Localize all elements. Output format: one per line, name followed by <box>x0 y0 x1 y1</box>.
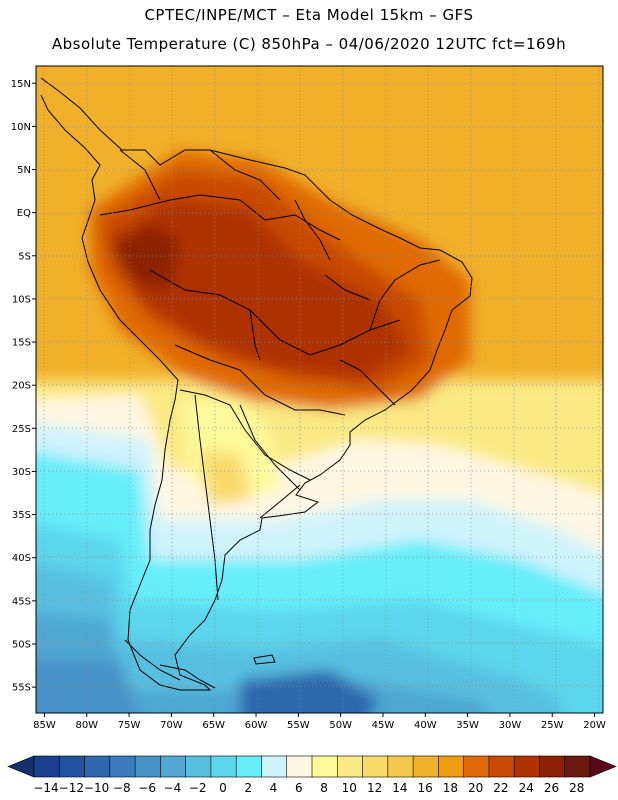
colorbar-label: 4 <box>270 781 278 795</box>
coastline <box>40 77 473 691</box>
colorbar-label: −12 <box>59 781 84 795</box>
colorbar-swatch <box>438 755 465 778</box>
colorbar-swatch <box>210 755 237 778</box>
lon-tick-label: 80W <box>75 720 98 731</box>
colorbar-swatch <box>134 755 162 778</box>
map-title-line1: CPTEC/INPE/MCT – Eta Model 15km – GFS <box>144 6 474 24</box>
lat-tick-label: 40S <box>12 553 31 564</box>
colorbar-swatch <box>412 755 440 778</box>
colorbar-swatch <box>84 755 111 778</box>
colorbar-label: 10 <box>342 781 357 795</box>
colorbar-under-triangle <box>7 755 35 778</box>
colorbar-swatch <box>58 755 86 778</box>
colorbar-swatch <box>286 755 313 778</box>
colorbar-swatch <box>336 755 364 778</box>
temperature-field <box>36 66 603 713</box>
lon-tick-label: 20W <box>583 720 606 731</box>
lon-tick-label: 25W <box>541 720 564 731</box>
colorbar-label: −8 <box>113 781 131 795</box>
colorbar-swatch <box>513 755 541 778</box>
lon-tick-label: 70W <box>160 720 183 731</box>
colorbar-label: 6 <box>295 781 303 795</box>
colorbar-label: 24 <box>519 781 534 795</box>
lat-tick-label: 35S <box>12 510 31 521</box>
lon-tick-label: 45W <box>372 720 395 731</box>
colorbar-swatch <box>488 755 515 778</box>
colorbar-swatch <box>33 755 60 778</box>
colorbar-swatch <box>235 755 263 778</box>
colorbar-label: −10 <box>84 781 109 795</box>
colorbar-label: 28 <box>569 781 584 795</box>
lat-tick-label: 50S <box>12 639 31 650</box>
lon-tick-label: 40W <box>414 720 437 731</box>
lon-tick-label: 60W <box>245 720 268 731</box>
axis-ticks: 15N 10N 5N EQ 5S 10S 15S 20S 25S 30S 35S 40S 45S 50S 5… <box>11 79 606 731</box>
colorbar-swatch <box>109 755 136 778</box>
map-frame <box>35 65 604 714</box>
colorbar-over-triangle <box>589 755 617 778</box>
colorbar-label: 12 <box>367 781 382 795</box>
lat-tick-label: 15N <box>11 79 31 90</box>
lon-tick-label: 50W <box>329 720 352 731</box>
colorbar-swatch <box>311 755 338 778</box>
colorbar-label: 14 <box>392 781 407 795</box>
lat-tick-label: 5S <box>18 251 31 262</box>
lat-tick-label: 5N <box>17 165 31 176</box>
colorbar-swatch <box>160 755 187 778</box>
lat-tick-label: 30S <box>12 467 31 478</box>
colorbar-label: 26 <box>544 781 559 795</box>
lat-tick-label: EQ <box>17 208 31 219</box>
colorbar-label: 18 <box>443 781 458 795</box>
map-title-line2: Absolute Temperature (C) 850hPa – 04/06/… <box>51 35 567 53</box>
colorbar-swatch <box>463 755 490 778</box>
map-gridlines <box>36 66 603 713</box>
colorbar-swatch <box>564 755 591 778</box>
colorbar-label: 20 <box>468 781 483 795</box>
lon-tick-label: 85W <box>33 720 56 731</box>
colorbar-swatch <box>362 755 389 778</box>
lat-tick-label: 55S <box>12 683 31 694</box>
colorbar-swatch <box>261 755 288 778</box>
colorbar-label: −2 <box>189 781 207 795</box>
lat-tick-label: 10S <box>12 294 31 305</box>
lat-tick-label: 10N <box>11 122 31 133</box>
lon-tick-label: 55W <box>287 720 310 731</box>
lon-tick-label: 35W <box>456 720 479 731</box>
colorbar-swatch <box>539 755 566 778</box>
colorbar-swatch <box>185 755 212 778</box>
colorbar: −14 −12 −10 −8 −6 −4 −2 0 2 4 6 8 10 12 14 16 18 20 22 24 26… <box>7 755 617 795</box>
lon-tick-label: 30W <box>499 720 522 731</box>
lon-tick-label: 75W <box>118 720 141 731</box>
lat-tick-label: 20S <box>12 381 31 392</box>
lat-tick-label: 15S <box>12 338 31 349</box>
lat-tick-label: 25S <box>12 424 31 435</box>
colorbar-label: 22 <box>493 781 508 795</box>
colorbar-label: 8 <box>320 781 328 795</box>
colorbar-label: 0 <box>219 781 227 795</box>
colorbar-label: 16 <box>417 781 432 795</box>
colorbar-label: −4 <box>164 781 182 795</box>
colorbar-swatch <box>387 755 414 778</box>
colorbar-label: −14 <box>33 781 58 795</box>
lon-tick-label: 65W <box>202 720 225 731</box>
colorbar-label: −6 <box>138 781 156 795</box>
colorbar-label: 2 <box>244 781 252 795</box>
lat-tick-label: 45S <box>12 596 31 607</box>
